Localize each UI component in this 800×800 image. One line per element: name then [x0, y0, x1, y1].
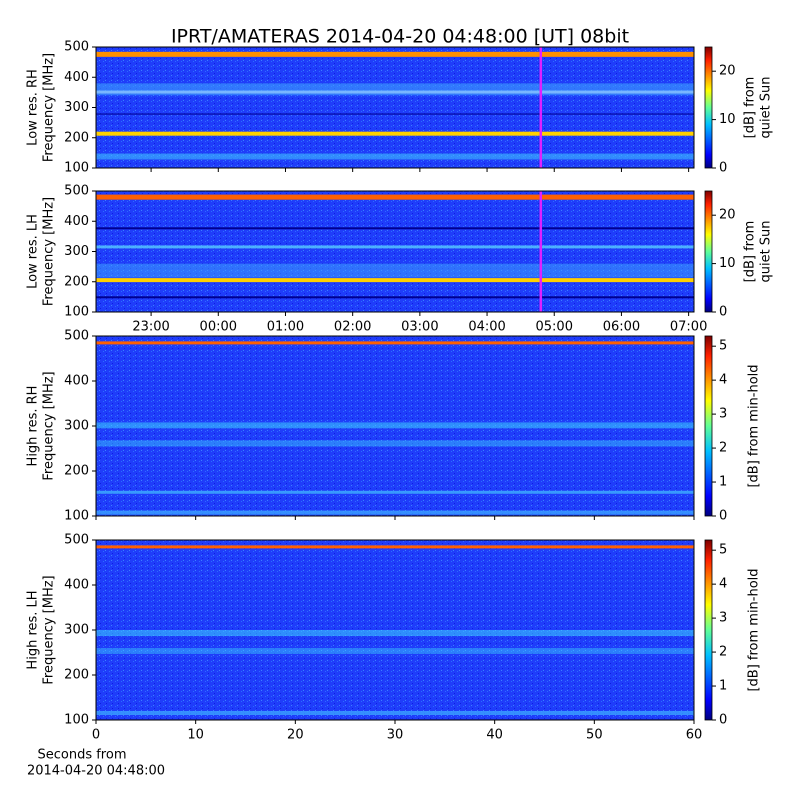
colorbar-tick-label: 1 [719, 475, 727, 490]
y-tick-label: 300 [64, 419, 89, 434]
colorbar-tick-label: 0 [719, 305, 727, 320]
y-axis-label: High res. LH [26, 590, 41, 669]
y-tick-label: 200 [64, 668, 89, 683]
colorbar-tick-label: 4 [719, 373, 727, 388]
spectrum-band [96, 510, 694, 515]
colorbar-label: quiet Sun [759, 76, 774, 138]
x-tick-label: 10 [187, 728, 204, 743]
spectrum-band [96, 227, 694, 230]
y-tick-label: 300 [64, 623, 89, 638]
colorbar-tick-label: 2 [719, 441, 727, 456]
figure-title: IPRT/AMATERAS 2014-04-20 04:48:00 [UT] 0… [171, 26, 629, 48]
colorbar-tick-label: 0 [719, 713, 727, 728]
colorbar-tick-label: 10 [719, 112, 736, 127]
colorbar-tick-label: 4 [719, 577, 727, 592]
y-tick-label: 400 [64, 214, 89, 229]
y-axis-label: Low res. LH [26, 214, 41, 289]
colorbar-label: [dB] from min-hold [747, 364, 762, 487]
y-axis-label: Low res. RH [26, 69, 41, 146]
colorbar-tick-label: 0 [719, 161, 727, 176]
spectrum-band [96, 422, 694, 429]
y-tick-label: 100 [64, 161, 89, 176]
x-tick-label: 02:00 [334, 320, 371, 335]
colorbar-tick-label: 5 [719, 339, 727, 354]
colorbar-tick-label: 5 [719, 543, 727, 558]
y-axis-label: Frequency [MHz] [42, 197, 57, 306]
colorbar [704, 190, 713, 313]
y-axis-label: Frequency [MHz] [42, 575, 57, 684]
colorbar-tick-label: 3 [719, 611, 727, 626]
y-tick-label: 300 [64, 244, 89, 259]
spectrum-band [96, 51, 694, 57]
spectrum-band [96, 440, 694, 447]
colorbar-label: [dB] from min-hold [747, 568, 762, 691]
spectrum-band [96, 245, 694, 249]
x-tick-label: 06:00 [603, 320, 640, 335]
colorbar-tick-label: 10 [719, 256, 736, 271]
x-tick-label: 04:00 [468, 320, 505, 335]
y-tick-label: 100 [64, 713, 89, 728]
y-axis-label: High res. RH [26, 386, 41, 467]
y-tick-label: 400 [64, 374, 89, 389]
spectrum-band [96, 278, 694, 283]
y-tick-label: 200 [64, 274, 89, 289]
spectrum-band [96, 194, 694, 200]
spectrum-band [96, 263, 694, 278]
y-tick-label: 400 [64, 578, 89, 593]
spectrum-band [96, 131, 694, 136]
y-tick-label: 500 [64, 329, 89, 344]
colorbar-label: [dB] from [743, 221, 758, 283]
y-axis-label: Frequency [MHz] [42, 53, 57, 162]
y-tick-label: 400 [64, 70, 89, 85]
colorbar-tick-label: 1 [719, 679, 727, 694]
x-tick-label: 30 [387, 728, 404, 743]
y-tick-label: 200 [64, 464, 89, 479]
x-axis-label: Seconds from [37, 748, 126, 763]
spectrum-band [96, 296, 694, 299]
spectrogram [96, 191, 694, 312]
colorbar-tick-label: 20 [719, 208, 736, 223]
colorbar [704, 46, 713, 169]
spectrum-band [96, 113, 694, 115]
colorbar-tick-label: 20 [719, 64, 736, 79]
x-tick-label: 07:00 [670, 320, 707, 335]
spectrum-band [96, 341, 694, 345]
x-tick-label: 0 [92, 728, 100, 743]
spectrum-band [96, 711, 694, 715]
spectrum-band [96, 648, 694, 654]
x-tick-label: 50 [586, 728, 603, 743]
spectrum-band [96, 545, 694, 549]
colorbar [704, 335, 713, 517]
x-tick-label: 00:00 [200, 320, 237, 335]
colorbar-tick-label: 3 [719, 407, 727, 422]
y-tick-label: 300 [64, 100, 89, 115]
x-tick-label: 23:00 [132, 320, 169, 335]
spectrum-band [96, 153, 694, 160]
x-tick-label: 03:00 [401, 320, 438, 335]
spectrum-band [96, 83, 694, 96]
y-tick-label: 500 [64, 40, 89, 55]
x-tick-label: 05:00 [536, 320, 573, 335]
colorbar-label: quiet Sun [759, 220, 774, 282]
y-tick-label: 200 [64, 130, 89, 145]
spectrogram [96, 47, 694, 168]
x-tick-label: 01:00 [267, 320, 304, 335]
x-axis-label: 2014-04-20 04:48:00 [27, 764, 165, 779]
colorbar [704, 539, 713, 721]
colorbar-tick-label: 2 [719, 645, 727, 660]
y-tick-label: 100 [64, 305, 89, 320]
colorbar-tick-label: 0 [719, 509, 727, 524]
x-tick-label: 60 [686, 728, 703, 743]
y-axis-label: Frequency [MHz] [42, 371, 57, 480]
colorbar-label: [dB] from [743, 77, 758, 139]
spectrum-band [96, 630, 694, 636]
y-tick-label: 500 [64, 533, 89, 548]
x-tick-label: 20 [287, 728, 304, 743]
x-tick-label: 40 [486, 728, 503, 743]
y-tick-label: 100 [64, 509, 89, 524]
spectrum-band [96, 490, 694, 494]
y-tick-label: 500 [64, 184, 89, 199]
